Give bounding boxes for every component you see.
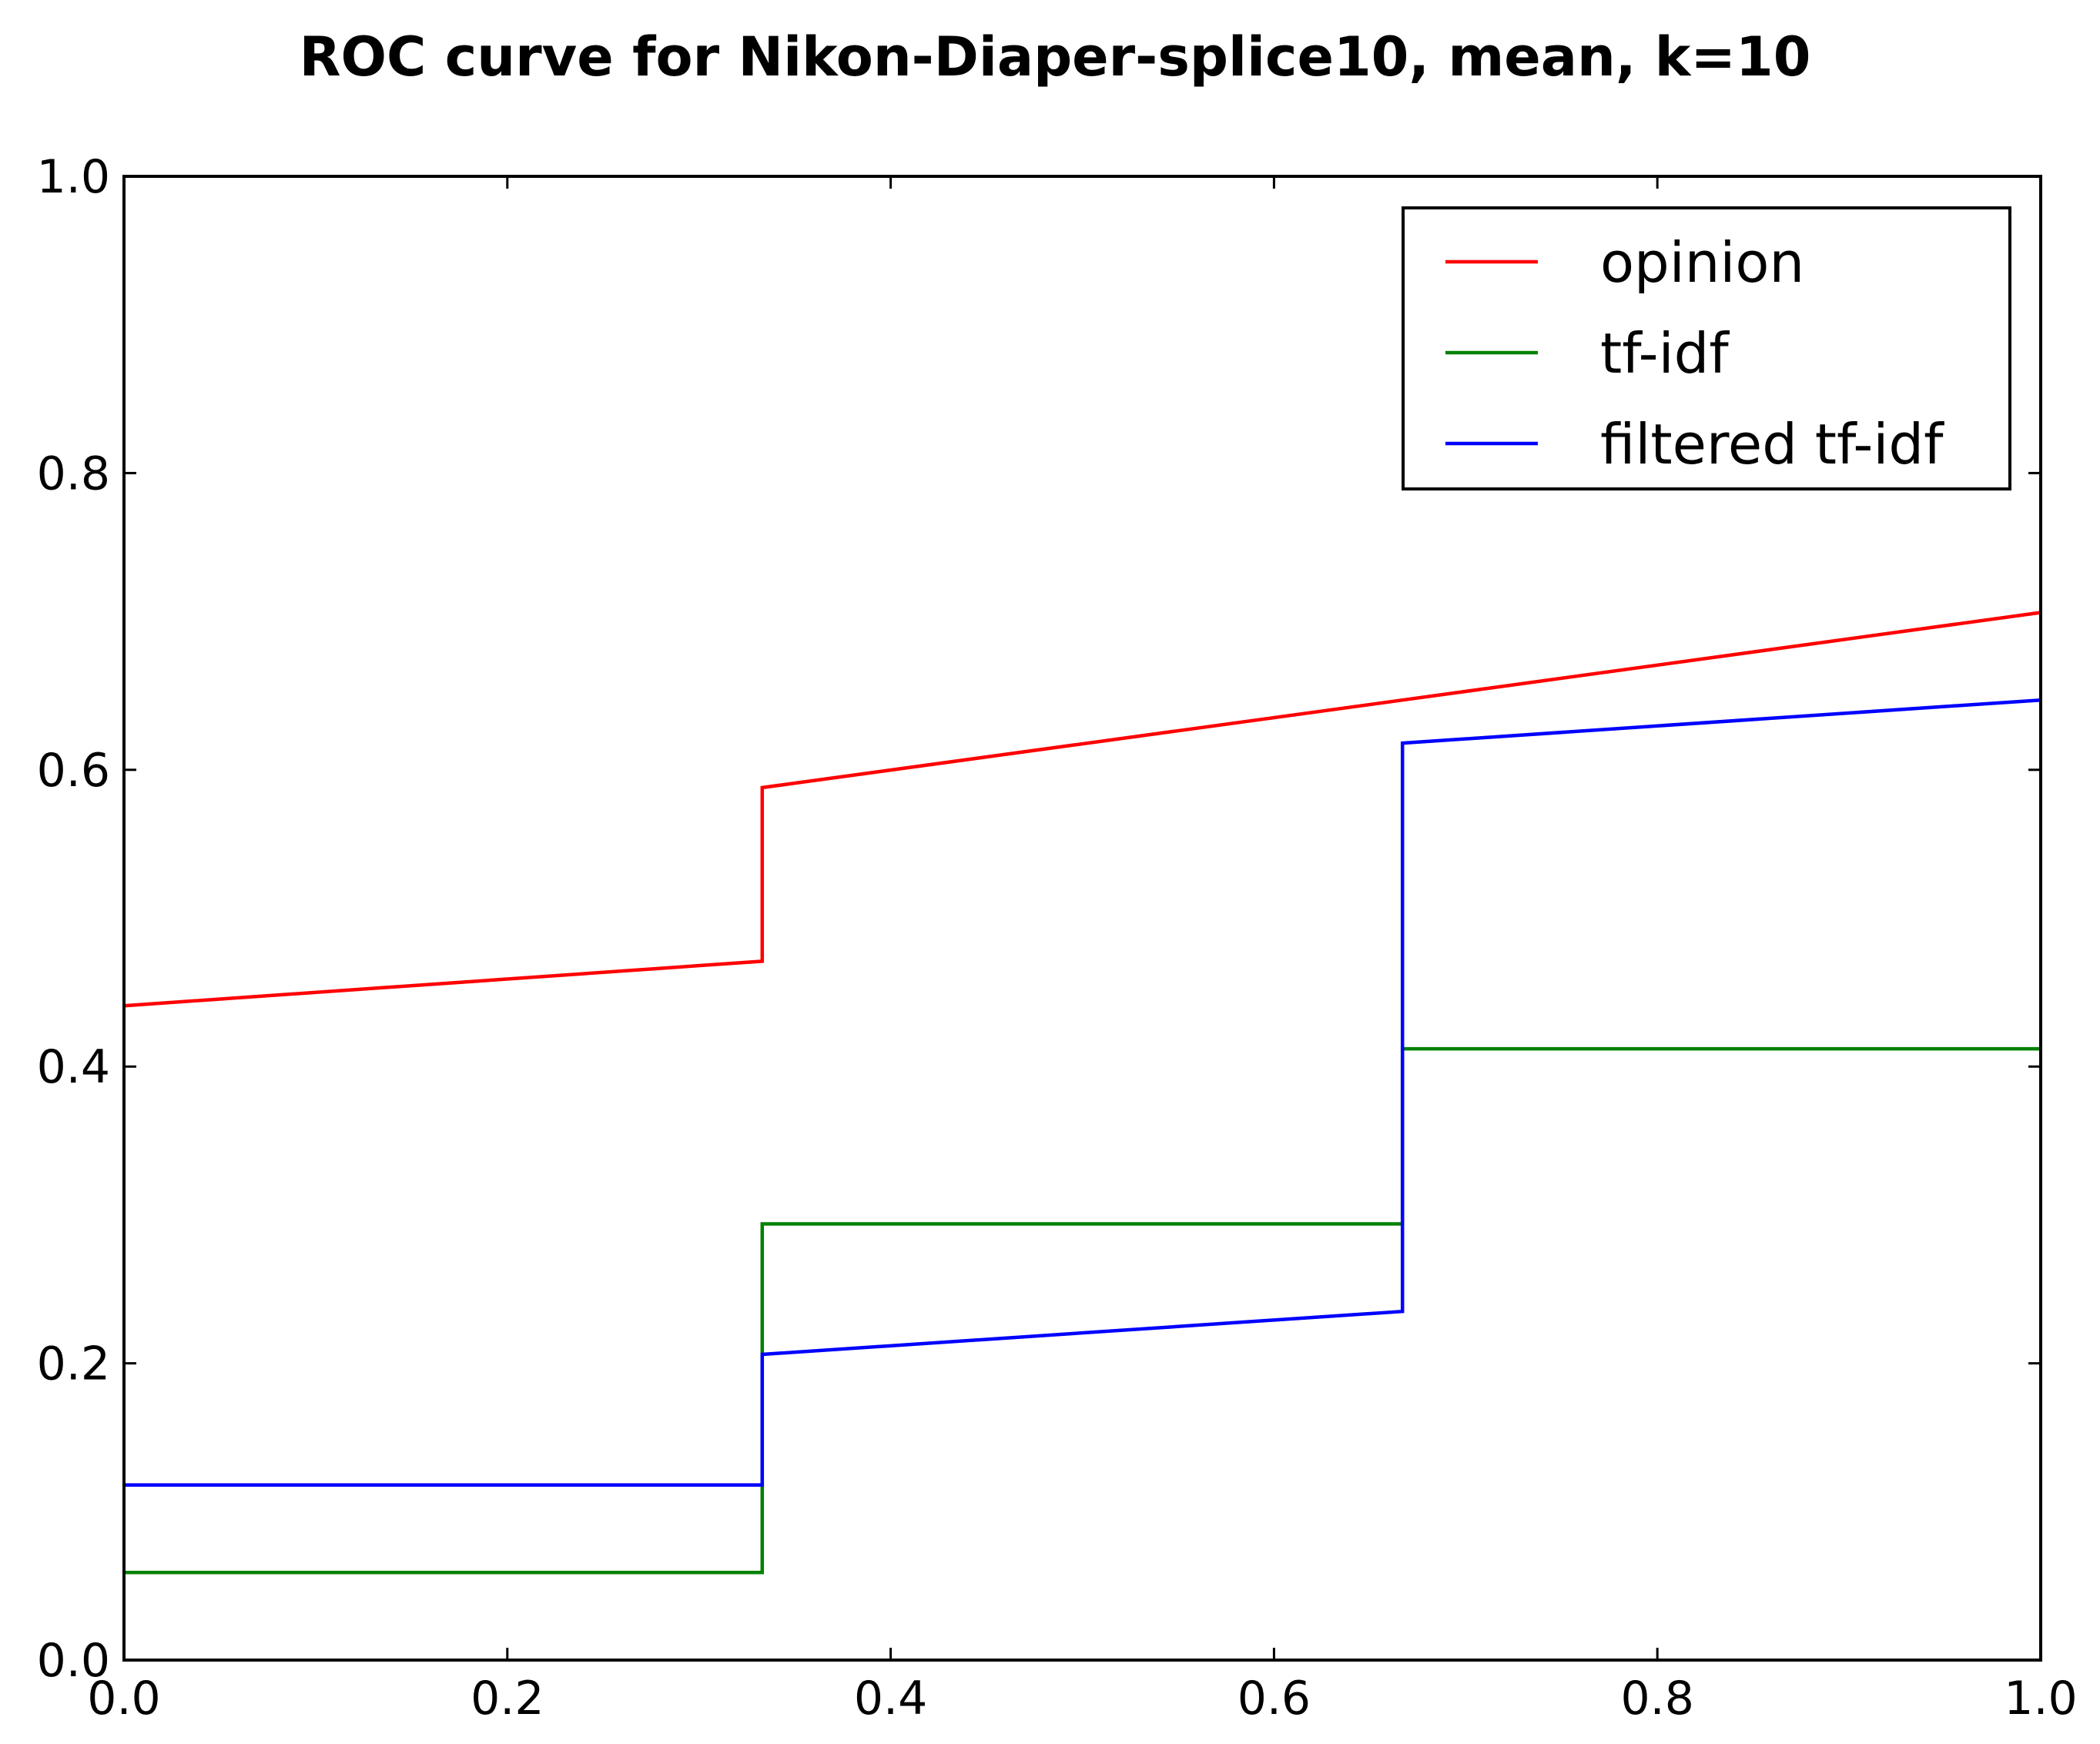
- y-tick-label: 0.8: [37, 447, 110, 500]
- series-layer: [123, 611, 2041, 1575]
- x-tick-label: 0.8: [1620, 1672, 1693, 1726]
- y-tick-label: 0.6: [37, 744, 110, 798]
- legend-label-opinion: opinion: [1600, 230, 1804, 295]
- x-tick-label: 0.0: [87, 1672, 160, 1726]
- x-tick-label: 0.2: [471, 1672, 544, 1726]
- legend: opinion tf-idf filtered tf-idf: [1402, 206, 2011, 490]
- series-line-opinion: [123, 611, 2041, 1008]
- legend-label-tf-idf: tf-idf: [1600, 321, 1730, 386]
- y-tick-label: 1.0: [37, 150, 110, 204]
- chart-title: ROC curve for Nikon-Diaper-splice10, mea…: [300, 25, 1811, 89]
- legend-label-filtered-tf-idf: filtered tf-idf: [1600, 412, 1944, 477]
- series-line-filtered-tf-idf: [124, 698, 2041, 1487]
- y-tick-label: 0.0: [37, 1634, 110, 1688]
- series-line-tf-idf: [124, 1046, 2041, 1575]
- x-tick-label: 1.0: [2004, 1672, 2077, 1726]
- y-tick-label: 0.4: [37, 1040, 110, 1094]
- x-tick-label: 0.4: [854, 1672, 927, 1726]
- tick-labels-layer: 0.0 0.2 0.4 0.6 0.8 1.0 0.0 0.2 0.4 0.6 0.8 1.0: [37, 150, 2078, 1726]
- plot-frame: [122, 175, 2042, 1662]
- x-tick-label: 0.6: [1238, 1672, 1311, 1726]
- y-tick-label: 0.2: [37, 1337, 110, 1391]
